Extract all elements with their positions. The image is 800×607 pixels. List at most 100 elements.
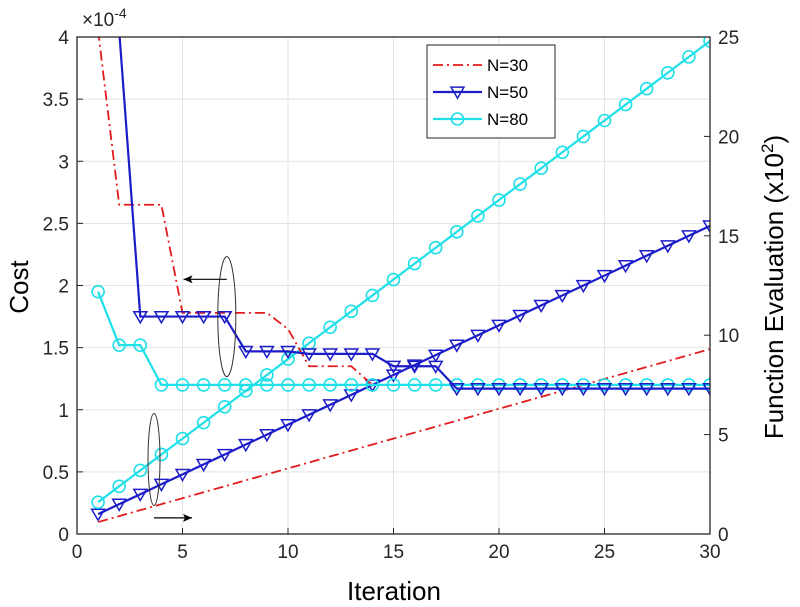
y-axis-multiplier: ×10-4	[82, 5, 127, 31]
marker-circle	[239, 378, 253, 392]
series-layer	[90, 37, 710, 523]
marker-circle	[154, 447, 169, 462]
marker-circle	[703, 37, 710, 48]
marker-triangle	[259, 345, 275, 360]
marker-triangle	[280, 345, 296, 360]
marker-triangle	[195, 310, 212, 325]
marker-triangle	[174, 310, 191, 325]
marker-triangle	[385, 360, 402, 374]
x-tick-label: 20	[488, 542, 509, 563]
legend-label-N=30: N=30	[487, 56, 528, 75]
marker-circle	[281, 352, 295, 366]
y-tick-label: 3	[58, 152, 69, 173]
marker-circle	[344, 304, 359, 319]
marker-circle	[365, 288, 380, 303]
marker-circle	[217, 399, 232, 414]
marker-triangle	[280, 419, 296, 433]
marker-circle	[323, 378, 338, 392]
x-tick-label: 10	[277, 542, 298, 563]
annotation-arrow-left-head	[183, 275, 193, 284]
marker-triangle	[681, 230, 697, 244]
marker-triangle	[554, 383, 571, 397]
series-line	[97, 348, 710, 523]
marker-triangle	[491, 383, 507, 397]
marker-triangle	[638, 250, 655, 264]
marker-circle	[386, 378, 401, 392]
y-tick-label: 1	[58, 401, 69, 422]
marker-triangle	[427, 360, 444, 374]
marker-triangle	[237, 438, 254, 453]
marker-circle	[133, 463, 148, 478]
marker-circle	[428, 378, 443, 392]
marker-circle	[260, 368, 274, 382]
marker-triangle	[385, 369, 402, 383]
marker-triangle	[470, 329, 486, 343]
marker-triangle	[638, 383, 655, 397]
marker-triangle	[195, 458, 212, 473]
y-tick-label: 1.5	[43, 339, 69, 360]
marker-circle	[365, 378, 380, 392]
marker-triangle	[343, 348, 360, 362]
marker-triangle	[301, 409, 317, 423]
marker-triangle	[259, 428, 275, 443]
y2-tick-label: 5	[718, 426, 729, 447]
marker-triangle	[702, 383, 710, 397]
annotation-ellipse-cost	[217, 256, 237, 378]
series-N=50-left	[118, 37, 710, 397]
y2-tick-label: 25	[718, 28, 739, 49]
marker-circle	[450, 112, 465, 126]
y2-title-main: Function Evaluation (x10	[759, 153, 789, 439]
marker-triangle	[491, 319, 507, 333]
marker-triangle	[448, 383, 465, 397]
marker-triangle	[132, 310, 149, 325]
marker-circle	[449, 225, 464, 239]
marker-triangle	[575, 383, 592, 397]
y-tick-label: 2	[58, 277, 69, 298]
marker-triangle	[406, 360, 423, 374]
marker-triangle	[554, 289, 571, 304]
marker-circle	[133, 338, 148, 352]
marker-triangle	[659, 383, 676, 397]
y-tick-label: 0	[58, 525, 69, 546]
marker-circle	[407, 256, 422, 271]
marker-circle	[618, 97, 633, 112]
marker-circle	[428, 240, 443, 255]
x-tick-label: 15	[383, 542, 404, 563]
marker-triangle	[301, 348, 317, 362]
marker-triangle	[322, 399, 339, 413]
marker-triangle	[659, 240, 676, 254]
y2-tick-label: 10	[718, 326, 739, 347]
marker-circle	[639, 81, 654, 96]
marker-triangle	[427, 349, 444, 363]
y-tick-label: 2.5	[43, 214, 69, 235]
marker-triangle	[681, 383, 697, 397]
marker-circle	[91, 495, 105, 509]
marker-triangle	[449, 86, 466, 100]
marker-circle	[112, 338, 126, 352]
y-tick-label: 3.5	[43, 90, 69, 111]
y-axis-title-left: Cost	[4, 259, 34, 313]
marker-triangle	[617, 259, 634, 274]
marker-circle	[154, 378, 169, 392]
marker-triangle	[512, 383, 528, 397]
annotations	[147, 256, 237, 522]
marker-circle	[471, 209, 485, 223]
multiplier-base: ×10	[82, 10, 114, 31]
series-line	[97, 40, 710, 504]
y2-title-close: )	[759, 135, 789, 144]
x-tick-label: 0	[72, 542, 83, 563]
y2-title-exponent: 2	[758, 144, 777, 153]
x-tick-label: 25	[594, 542, 615, 563]
y2-tick-label: 15	[718, 227, 739, 248]
marker-triangle	[174, 468, 191, 483]
marker-triangle	[322, 348, 339, 362]
marker-circle	[260, 378, 274, 392]
marker-circle	[196, 378, 211, 392]
marker-circle	[597, 113, 612, 128]
marker-triangle	[533, 383, 550, 397]
series-N=30-right	[97, 348, 710, 523]
y-axis-right: 0 5 10 15 20 25	[704, 28, 739, 546]
marker-circle	[534, 161, 549, 176]
marker-triangle	[533, 299, 550, 314]
legend-items: N=30 N=50 N=80	[433, 56, 528, 129]
